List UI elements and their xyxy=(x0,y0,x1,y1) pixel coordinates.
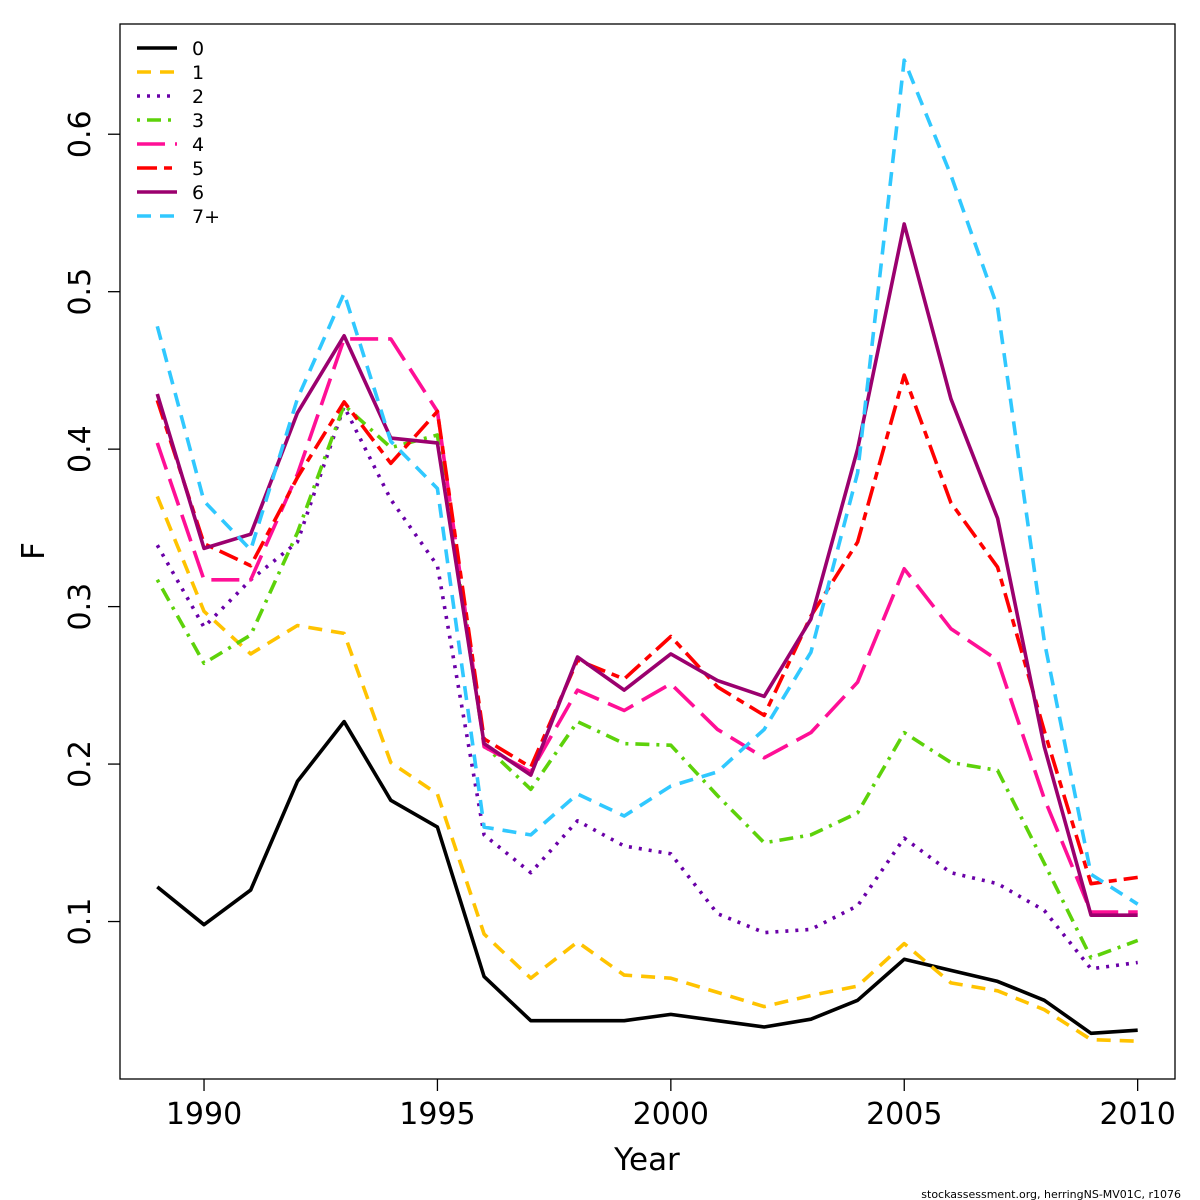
plot-area-frame xyxy=(119,23,1176,1080)
series-line-0 xyxy=(156,719,1138,1036)
y-tick-label: 0.3 xyxy=(63,583,98,631)
legend-label: 2 xyxy=(192,86,204,108)
x-tick-label: 2000 xyxy=(633,1097,709,1132)
series-line-4 xyxy=(155,337,1138,914)
x-tick-label: 2005 xyxy=(866,1097,942,1132)
x-tick-label: 1990 xyxy=(166,1097,242,1132)
y-tick-label: 0.5 xyxy=(63,268,98,316)
x-axis: 1990 1995 2000 2005 2010 xyxy=(166,1079,1176,1132)
legend-label: 6 xyxy=(192,182,204,204)
y-axis-title: F xyxy=(16,542,52,560)
series-line-2 xyxy=(155,404,1138,971)
legend-label: 4 xyxy=(192,134,204,156)
legend-label: 1 xyxy=(192,62,204,84)
series-lines xyxy=(155,58,1139,1043)
series-line-6 xyxy=(155,222,1138,918)
legend-label: 3 xyxy=(192,110,204,132)
y-tick-label: 0.2 xyxy=(63,740,98,788)
legend-label: 7+ xyxy=(192,206,220,228)
y-tick-label: 0.6 xyxy=(63,110,98,158)
y-tick-label: 0.1 xyxy=(63,898,98,946)
y-tick-label: 0.4 xyxy=(63,425,98,473)
series-line-5 xyxy=(155,373,1138,886)
x-tick-label: 1995 xyxy=(399,1097,475,1132)
legend-label: 0 xyxy=(192,38,204,60)
legend-label: 5 xyxy=(192,158,204,180)
series-line-3 xyxy=(155,403,1139,960)
footer-source-text: stockassessment.org, herringNS-MV01C, r1… xyxy=(921,1188,1181,1200)
x-axis-title: Year xyxy=(613,1142,680,1178)
x-tick-label: 2010 xyxy=(1099,1097,1175,1132)
series-line-7plus xyxy=(155,58,1139,906)
y-axis: 0.1 0.2 0.3 0.4 0.5 0.6 xyxy=(63,110,120,945)
series-line-1 xyxy=(155,495,1138,1043)
